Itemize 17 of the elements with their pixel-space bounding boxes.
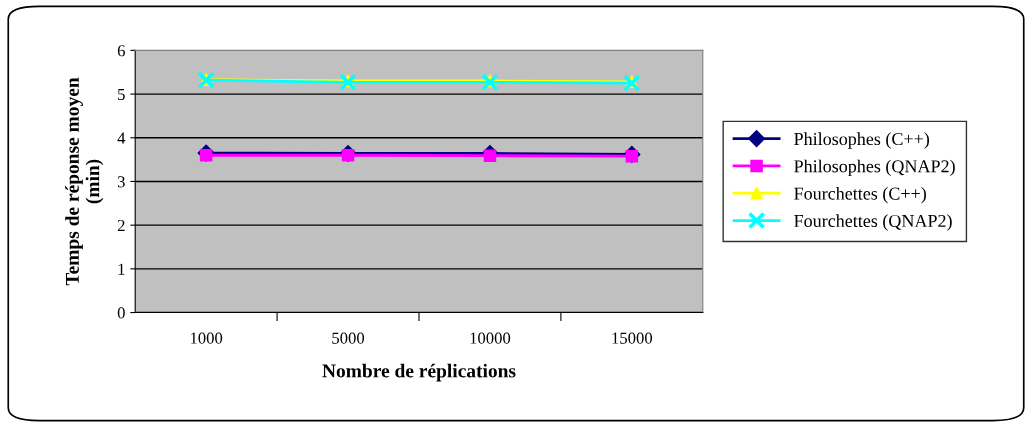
y-tick-label: 0 [117,307,125,319]
y-tick-label: 5 [118,88,125,101]
y-tick-label: 6 [117,45,125,57]
x-tick-label: 15000 [612,332,653,344]
y-axis-title: Temps de réponse moyen (min) [65,77,104,286]
legend-label: Philosophes (QNAP2) [794,159,955,177]
x-tick-label: 5000 [332,332,365,344]
legend-label: Fourchettes (C++) [794,187,926,204]
legend-label: Philosophes (C++) [794,132,930,149]
x-tick-label: 1000 [190,332,223,344]
y-tick-label: 4 [117,132,126,144]
legend-label: Fourchettes (QNAP2) [794,214,952,231]
y-tick-label: 2 [117,219,125,231]
y-tick-label: 3 [117,176,125,188]
x-tick-label: 10000 [470,332,511,344]
x-axis-title: Nombre de réplications [322,363,516,382]
y-tick-label: 1 [118,263,125,275]
